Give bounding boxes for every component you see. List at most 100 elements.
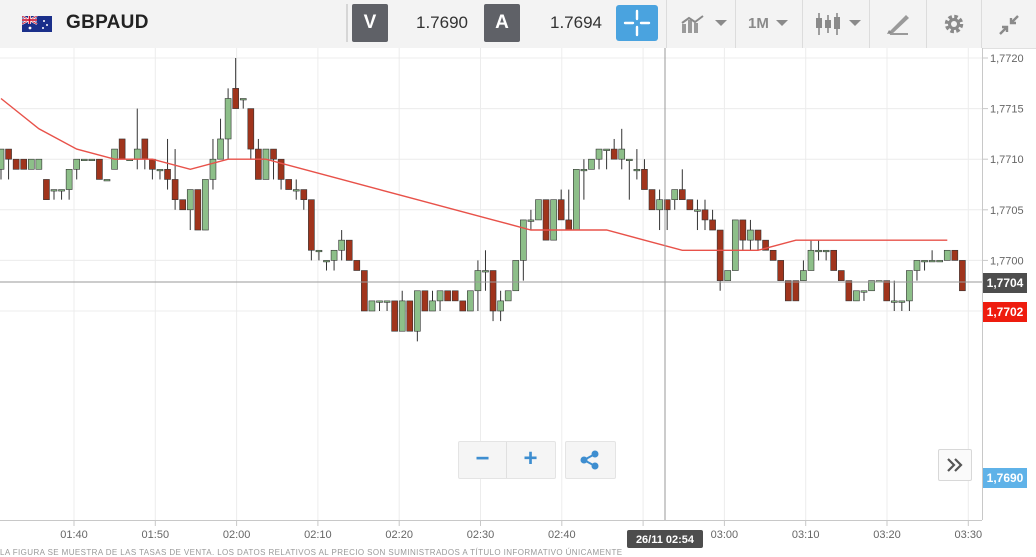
- candle-body-up: [724, 270, 732, 281]
- candle-body-down: [164, 169, 171, 180]
- candle-body-down: [345, 239, 353, 261]
- candle-body-down: [247, 108, 255, 150]
- candle: [35, 158, 43, 170]
- candle: [671, 189, 679, 210]
- candle-body-down: [489, 270, 497, 312]
- candle: [535, 199, 542, 221]
- candle: [482, 250, 489, 291]
- candle: [573, 169, 580, 231]
- candle: [739, 219, 747, 251]
- scroll-to-latest-button[interactable]: [938, 449, 972, 481]
- candle: [913, 260, 921, 281]
- candle: [345, 239, 353, 261]
- candle: [815, 240, 822, 261]
- price-tags: 1,7704 1,7702 1,7690 26/11 02:54: [627, 273, 1027, 548]
- candle: [504, 290, 512, 302]
- candle: [701, 199, 709, 231]
- candle-body-up: [906, 270, 913, 302]
- chart-type-selector[interactable]: [802, 0, 869, 48]
- candle-body-down: [391, 300, 398, 332]
- candle-body-up: [376, 300, 383, 303]
- collapse-button[interactable]: [981, 0, 1036, 48]
- candle-body-down: [762, 239, 769, 251]
- candle: [716, 229, 724, 291]
- candle: [520, 219, 527, 281]
- bid-price[interactable]: 1.7690: [416, 13, 468, 32]
- candle: [678, 169, 686, 200]
- candle: [497, 290, 504, 322]
- candle: [709, 209, 716, 231]
- candle-body-up: [323, 260, 330, 263]
- y-tick-label: 1,7710: [990, 154, 1024, 166]
- zoom-out-button[interactable]: −: [459, 442, 507, 478]
- x-tick-label: 01:40: [60, 529, 88, 541]
- candle-body-down: [716, 229, 724, 281]
- ma-price-tag-bg: [983, 302, 1027, 322]
- settings-button[interactable]: [926, 0, 981, 48]
- instrument-symbol: GBPAUD: [66, 12, 149, 33]
- candle-body-up: [436, 290, 444, 302]
- candle-body-up: [186, 189, 194, 211]
- candle: [247, 108, 255, 160]
- candle-body-up: [595, 148, 603, 160]
- candle: [747, 219, 754, 251]
- bid-label: V: [352, 4, 388, 42]
- share-button[interactable]: [565, 441, 616, 479]
- disclaimer-text: LA FIGURA SE MUESTRA DE LAS TASAS DE VEN…: [0, 548, 623, 557]
- candle: [845, 280, 853, 302]
- candle-body-down: [141, 138, 149, 160]
- candle: [951, 249, 959, 261]
- candle: [58, 189, 65, 200]
- x-axis: 01:4001:5002:0002:1002:2002:3002:4002:50…: [60, 520, 982, 541]
- timeframe-selector[interactable]: 1M: [735, 0, 802, 48]
- x-tick-label: 03:20: [873, 529, 901, 541]
- candle: [943, 249, 951, 261]
- y-tick-label: 1,7705: [990, 205, 1024, 217]
- y-tick-label: 1,7700: [990, 255, 1024, 267]
- candle: [421, 290, 429, 312]
- quote-separator: [346, 4, 348, 42]
- candle: [618, 128, 626, 170]
- crosshair-price-tag-bg: [983, 273, 1027, 293]
- candle: [398, 290, 406, 332]
- candle: [792, 280, 800, 302]
- candle: [65, 169, 73, 200]
- candle-body-up: [497, 300, 504, 312]
- candle: [610, 138, 618, 160]
- candle-body-up: [747, 229, 754, 241]
- zoom-controls: − +: [458, 441, 556, 479]
- candle-body-down: [739, 219, 747, 241]
- candle-body-down: [43, 179, 50, 200]
- bid-price-tag-bg: [983, 468, 1027, 488]
- candle-body-up: [0, 148, 5, 170]
- candle-body-up: [928, 260, 936, 263]
- candle-body-up: [474, 270, 482, 292]
- candle: [936, 260, 943, 263]
- indicators-button[interactable]: [666, 0, 735, 48]
- drawing-tools-button[interactable]: [869, 0, 926, 48]
- candle: [959, 260, 966, 292]
- candle: [595, 148, 603, 170]
- candle: [769, 249, 777, 261]
- candle-body-down: [830, 249, 838, 271]
- candle: [315, 249, 323, 261]
- candle-body-down: [641, 169, 648, 190]
- candle: [80, 158, 88, 161]
- candle: [300, 189, 308, 210]
- crosshair-button[interactable]: [616, 5, 658, 41]
- candle: [626, 158, 633, 200]
- ask-price[interactable]: 1.7694: [550, 13, 602, 32]
- zoom-in-button[interactable]: +: [523, 445, 538, 472]
- candle: [588, 158, 595, 170]
- candle-body-up: [80, 158, 88, 161]
- candle-body-down: [565, 219, 573, 231]
- candle-body-down: [277, 158, 285, 180]
- candle-body-up: [868, 280, 875, 292]
- candle: [777, 260, 785, 281]
- candle: [436, 290, 444, 311]
- candle-body-up: [482, 270, 489, 273]
- candle-body-up: [398, 300, 406, 332]
- candle: [217, 118, 224, 160]
- candle-body-up: [133, 148, 141, 160]
